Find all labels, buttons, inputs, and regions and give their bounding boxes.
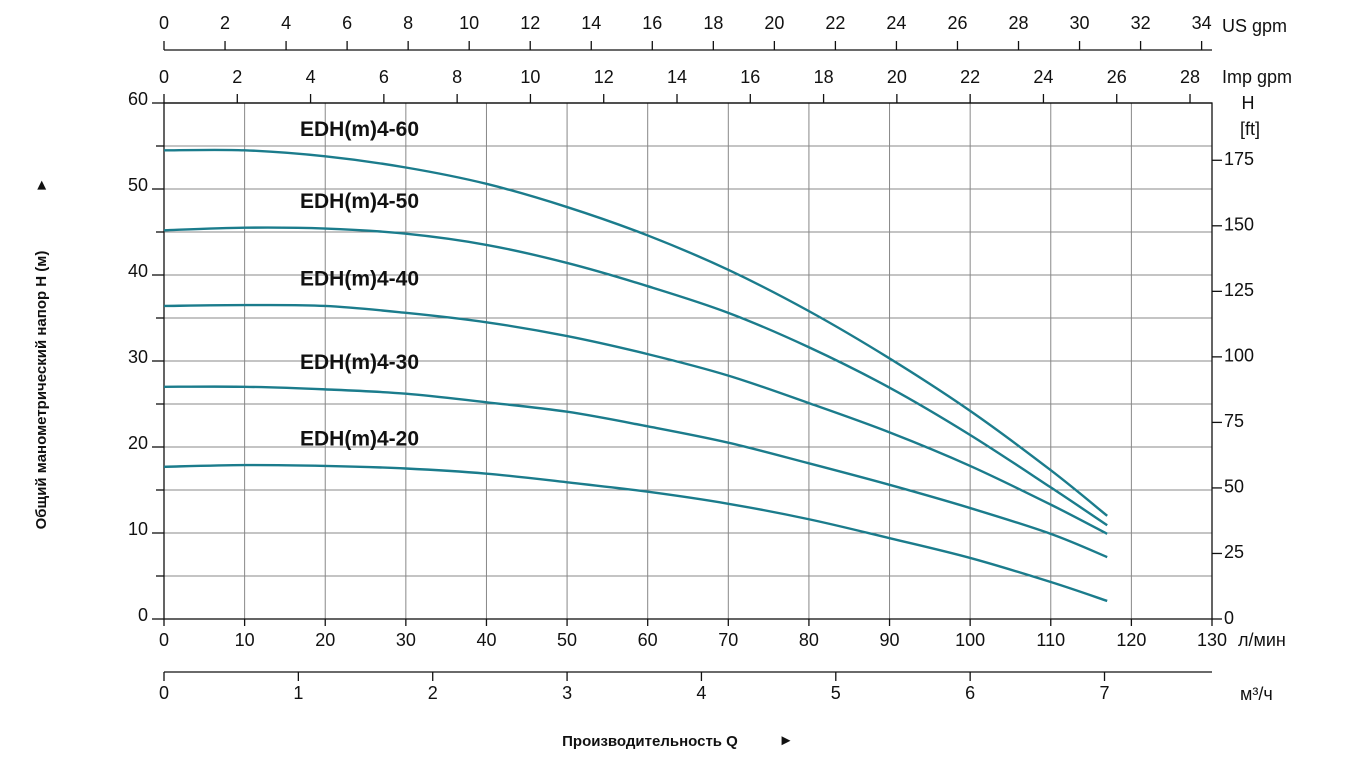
axis-tick-label: 3 [562,683,572,703]
x-tick-label: 10 [235,630,255,650]
axis-tick-label: 5 [831,683,841,703]
axis-tick-label: 0 [159,13,169,33]
series-label: EDH(m)4-20 [300,427,419,450]
axis-tick-label: 16 [740,67,760,87]
curve [163,463,1108,603]
x-tick-label: 50 [557,630,577,650]
x-unit: л/мин [1238,630,1286,650]
x-tick-label: 100 [955,630,985,650]
axis-tick-label: 10 [520,67,540,87]
series-label: EDH(m)4-30 [300,351,419,374]
x-tick-label: 70 [718,630,738,650]
axis-tick-label: 2 [428,683,438,703]
series-label: EDH(m)4-40 [300,268,419,291]
y2-tick-label: 0 [1224,608,1234,628]
axis-tick-label: 22 [825,13,845,33]
y-tick-label: 50 [128,175,148,195]
axis-tick-label: 2 [232,67,242,87]
x-tick-label: 20 [315,630,335,650]
series-label: EDH(m)4-60 [300,118,419,141]
x-axis-title: Производительность Q [562,733,738,750]
y-tick-label: 10 [128,519,148,539]
axis-tick-label: 4 [696,683,706,703]
axis-unit: Imp gpm [1222,67,1292,87]
x-tick-label: 60 [638,630,658,650]
axis-tick-label: 18 [814,67,834,87]
axis-tick-label: 20 [887,67,907,87]
axis-tick-label: 28 [1008,13,1028,33]
x-tick-label: 120 [1116,630,1146,650]
axis-tick-label: 14 [667,67,687,87]
y-tick-label: 30 [128,347,148,367]
y2-tick-label: 50 [1224,477,1244,497]
axis-tick-label: 1 [293,683,303,703]
axis-tick-label: 2 [220,13,230,33]
axis-tick-label: 26 [947,13,967,33]
arrow: ► [33,178,50,193]
x-tick-label: 90 [880,630,900,650]
axis-tick-label: 6 [379,67,389,87]
axis-tick-label: 24 [886,13,906,33]
x-tick-label: 130 [1197,630,1227,650]
axis-tick-label: 12 [594,67,614,87]
axis-tick-label: 8 [403,13,413,33]
axis-tick-label: 16 [642,13,662,33]
axis-tick-label: 12 [520,13,540,33]
y2-tick-label: 150 [1224,215,1254,235]
y2-tick-label: 100 [1224,346,1254,366]
axis-tick-label: 18 [703,13,723,33]
axis-tick-label: 0 [159,67,169,87]
curve [163,303,1108,535]
x-tick-label: 30 [396,630,416,650]
axis-tick-label: 32 [1131,13,1151,33]
axis-tick-label: 22 [960,67,980,87]
y2-tick-label: 75 [1224,411,1244,431]
axis-tick-label: 0 [159,683,169,703]
axis-tick-label: 28 [1180,67,1200,87]
x-tick-label: 0 [159,630,169,650]
axis-tick-label: 7 [1100,683,1110,703]
x-tick-label: 40 [476,630,496,650]
curve [163,385,1108,559]
axis-tick-label: 6 [965,683,975,703]
axis-unit: US gpm [1222,16,1287,36]
axis-tick-label: 34 [1192,13,1212,33]
y-tick-label: 0 [138,605,148,625]
curve [163,226,1108,527]
y2-axis-title: H [1242,93,1255,113]
axis-tick-label: 10 [459,13,479,33]
axis-tick-label: 20 [764,13,784,33]
arrow: ► [779,732,794,749]
axis-tick-label: 14 [581,13,601,33]
y-axis-title: Общий манометрический напор H (м) [33,251,50,530]
axis-tick-label: 4 [281,13,291,33]
y2-tick-label: 25 [1224,542,1244,562]
y2-unit: [ft] [1240,119,1260,139]
axis-unit: м³/ч [1240,684,1273,704]
curve [163,148,1108,517]
axis-tick-label: 6 [342,13,352,33]
series-label: EDH(m)4-50 [300,190,419,213]
x-tick-label: 80 [799,630,819,650]
axis-tick-label: 24 [1033,67,1053,87]
y-tick-label: 20 [128,433,148,453]
axis-tick-label: 30 [1070,13,1090,33]
y2-tick-label: 175 [1224,149,1254,169]
y-tick-label: 40 [128,261,148,281]
y2-tick-label: 125 [1224,280,1254,300]
x-tick-label: 110 [1036,630,1065,650]
axis-tick-label: 8 [452,67,462,87]
axis-tick-label: 26 [1107,67,1127,87]
axis-tick-label: 4 [306,67,316,87]
y-tick-label: 60 [128,89,148,109]
